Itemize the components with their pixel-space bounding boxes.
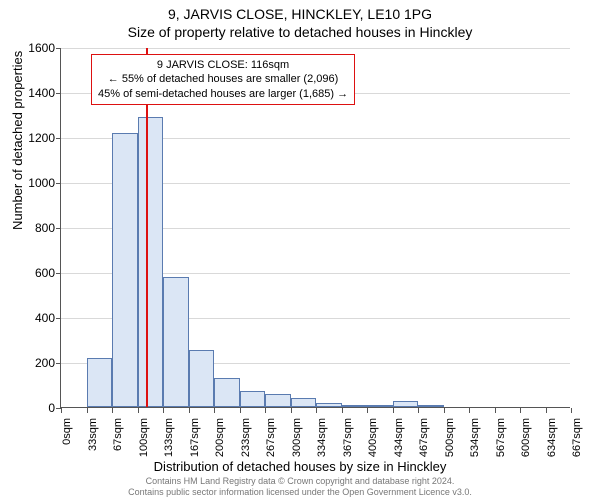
ytick-mark xyxy=(56,318,61,319)
xtick-mark xyxy=(520,408,521,413)
ytick-mark xyxy=(56,183,61,184)
xtick-label: 267sqm xyxy=(265,414,277,457)
ytick-label: 1200 xyxy=(28,131,55,145)
xtick-label: 534sqm xyxy=(469,414,481,457)
xtick-label: 434sqm xyxy=(393,414,405,457)
xtick-mark xyxy=(571,408,572,413)
xtick-label: 167sqm xyxy=(189,414,201,457)
xtick-label: 33sqm xyxy=(87,414,99,451)
xtick-label: 500sqm xyxy=(444,414,456,457)
histogram-bar xyxy=(265,394,291,408)
histogram-bar xyxy=(112,133,138,408)
histogram-bar xyxy=(367,405,393,407)
ytick-label: 600 xyxy=(35,266,55,280)
histogram-bar xyxy=(138,117,164,407)
ytick-label: 200 xyxy=(35,356,55,370)
y-axis-label: Number of detached properties xyxy=(10,51,25,230)
xtick-mark xyxy=(189,408,190,413)
xtick-label: 133sqm xyxy=(163,414,175,457)
ytick-label: 1000 xyxy=(28,176,55,190)
xtick-label: 634sqm xyxy=(546,414,558,457)
xtick-label: 467sqm xyxy=(418,414,430,457)
footer-attribution: Contains HM Land Registry data © Crown c… xyxy=(0,476,600,498)
xtick-mark xyxy=(342,408,343,413)
xtick-label: 600sqm xyxy=(520,414,532,457)
xtick-mark xyxy=(138,408,139,413)
histogram-bar xyxy=(240,391,266,407)
ytick-mark xyxy=(56,48,61,49)
xtick-mark xyxy=(393,408,394,413)
ytick-mark xyxy=(56,228,61,229)
histogram-bar xyxy=(163,277,189,408)
xtick-mark xyxy=(291,408,292,413)
ytick-label: 1400 xyxy=(28,86,55,100)
xtick-mark xyxy=(469,408,470,413)
annotation-box: 9 JARVIS CLOSE: 116sqm← 55% of detached … xyxy=(91,54,355,105)
footer-line-1: Contains HM Land Registry data © Crown c… xyxy=(0,476,600,487)
ytick-mark xyxy=(56,273,61,274)
annotation-line: ← 55% of detached houses are smaller (2,… xyxy=(98,72,348,86)
xtick-label: 334sqm xyxy=(316,414,328,457)
ytick-mark xyxy=(56,93,61,94)
histogram-bar xyxy=(87,358,113,408)
xtick-mark xyxy=(87,408,88,413)
xtick-mark xyxy=(495,408,496,413)
xtick-label: 300sqm xyxy=(291,414,303,457)
page-subtitle: Size of property relative to detached ho… xyxy=(0,22,600,40)
xtick-mark xyxy=(367,408,368,413)
page-title-address: 9, JARVIS CLOSE, HINCKLEY, LE10 1PG xyxy=(0,0,600,22)
ytick-label: 0 xyxy=(48,401,55,415)
ytick-mark xyxy=(56,363,61,364)
plot-area: 020040060080010001200140016000sqm33sqm67… xyxy=(60,48,570,408)
xtick-mark xyxy=(316,408,317,413)
xtick-label: 667sqm xyxy=(571,414,583,457)
xtick-label: 67sqm xyxy=(112,414,124,451)
ytick-mark xyxy=(56,138,61,139)
xtick-mark xyxy=(61,408,62,413)
xtick-mark xyxy=(240,408,241,413)
ytick-label: 400 xyxy=(35,311,55,325)
ytick-label: 1600 xyxy=(28,41,55,55)
xtick-label: 233sqm xyxy=(240,414,252,457)
footer-line-2: Contains public sector information licen… xyxy=(0,487,600,498)
histogram-bar xyxy=(342,405,368,407)
xtick-label: 367sqm xyxy=(342,414,354,457)
xtick-mark xyxy=(546,408,547,413)
x-axis-label: Distribution of detached houses by size … xyxy=(0,459,600,474)
xtick-label: 200sqm xyxy=(214,414,226,457)
xtick-mark xyxy=(163,408,164,413)
histogram-bar xyxy=(316,403,342,408)
xtick-mark xyxy=(214,408,215,413)
histogram-bar xyxy=(189,350,215,407)
xtick-mark xyxy=(418,408,419,413)
histogram-bar xyxy=(214,378,240,407)
xtick-label: 400sqm xyxy=(367,414,379,457)
gridline xyxy=(61,48,570,49)
chart: 020040060080010001200140016000sqm33sqm67… xyxy=(60,48,570,408)
xtick-label: 100sqm xyxy=(138,414,150,457)
xtick-mark xyxy=(112,408,113,413)
histogram-bar xyxy=(418,405,444,407)
xtick-mark xyxy=(265,408,266,413)
histogram-bar xyxy=(291,398,317,407)
annotation-line: 9 JARVIS CLOSE: 116sqm xyxy=(98,58,348,72)
annotation-line: 45% of semi-detached houses are larger (… xyxy=(98,87,348,101)
histogram-bar xyxy=(393,401,419,407)
xtick-mark xyxy=(444,408,445,413)
xtick-label: 567sqm xyxy=(495,414,507,457)
ytick-label: 800 xyxy=(35,221,55,235)
xtick-label: 0sqm xyxy=(61,414,73,445)
